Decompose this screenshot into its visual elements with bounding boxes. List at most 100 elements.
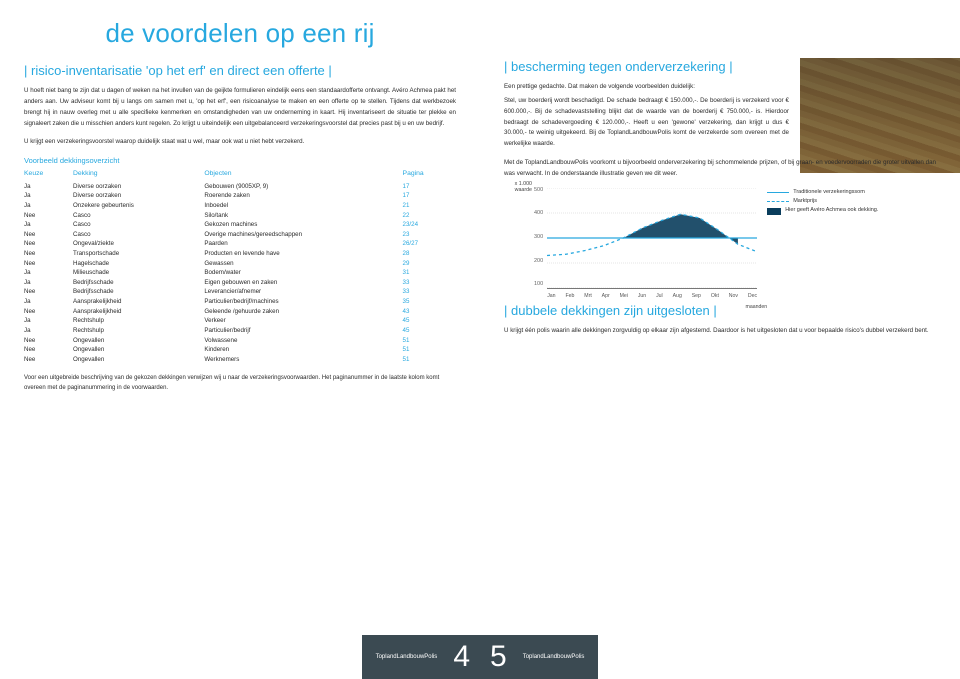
chart-x-label: maanden [746,304,768,310]
table-row: NeeHagelschadeGewassen29 [24,259,456,269]
x-tick: Mei [620,293,628,299]
table-cell: Rechtshulp [73,316,204,326]
right-para-4: U krijgt één polis waarin alle dekkingen… [504,326,936,337]
table-row: NeeOngevallenKinderen51 [24,345,456,355]
table-cell: 51 [403,336,456,346]
legend-item: Marktprijs [767,197,878,206]
table-cell: Volwassene [204,336,402,346]
table-cell: Roerende zaken [204,191,402,201]
table-cell: Particulier/bedrijf/machines [204,297,402,307]
legend-item: Hier geeft Avéro Achmea ook dekking. [767,206,878,215]
chart-y-axis: 500400300200100 [534,188,543,288]
table-cell: Leverancier/afnemer [204,287,402,297]
table-row: NeeBedrijfsschadeLeverancier/afnemer33 [24,287,456,297]
page-label-left: ToplandLandbouwPolis [376,654,444,660]
left-section-title-text: risico-inventarisatie 'op het erf' en di… [31,63,325,78]
table-cell: Gewassen [204,259,402,269]
table-row: NeeOngevallenWerknemers51 [24,355,456,365]
table-cell: Inboedel [204,201,402,211]
y-tick: 500 [534,188,543,194]
legend-swatch [767,192,789,193]
table-cell: 33 [403,287,456,297]
table-cell: Verkeer [204,316,402,326]
table-cell: Producten en levende have [204,249,402,259]
y-tick: 100 [534,282,543,288]
chart-plot: JanFebMrtAprMeiJunJulAugSepOktNovDec maa… [547,188,757,289]
table-cell: Ja [24,182,73,192]
table-row: JaAansprakelijkheidParticulier/bedrijf/m… [24,297,456,307]
table-cell: Overige machines/gereedschappen [204,230,402,240]
table-cell: 22 [403,211,456,221]
table-cell: 33 [403,278,456,288]
y-tick: 200 [534,259,543,265]
col-dekking: Dekking [73,169,204,182]
table-cell: Kinderen [204,345,402,355]
page-number-left: ToplandLandbouwPolis 4 [362,635,480,679]
chart-svg [547,188,757,288]
left-section-title: | risico-inventarisatie 'op het erf' en … [24,63,456,78]
table-row: JaMilieuschadeBodem/water31 [24,268,456,278]
table-cell: Silo/tank [204,211,402,221]
table-row: JaDiverse oorzakenGebouwen (9005XP, 9)17 [24,182,456,192]
x-tick: Feb [565,293,574,299]
page-right: | bescherming tegen onderverzekering | E… [480,0,960,679]
table-cell: Eigen gebouwen en zaken [204,278,402,288]
table-cell: Casco [73,220,204,230]
table-cell: Transportschade [73,249,204,259]
table-cell: 17 [403,182,456,192]
table-cell: Ongevallen [73,355,204,365]
y-tick: 300 [534,235,543,241]
legend-label: Marktprijs [793,197,817,206]
x-tick: Okt [711,293,719,299]
table-row: JaRechtshulpParticulier/bedrijf45 [24,326,456,336]
table-cell: Werknemers [204,355,402,365]
legend-swatch [767,208,781,215]
table-cell: Aansprakelijkheid [73,307,204,317]
coverage-table: Keuze Dekking Objecten Pagina JaDiverse … [24,169,456,364]
col-pagina: Pagina [403,169,456,182]
table-cell: Onzekere gebeurtenis [73,201,204,211]
chart-y-label: x 1.000 waarde [506,182,532,194]
page-label-right: ToplandLandbouwPolis [517,654,585,660]
table-row: NeeCascoOverige machines/gereedschappen2… [24,230,456,240]
left-para-1: U hoeft niet bang te zijn dat u dagen of… [24,86,456,129]
right-section1-title: | bescherming tegen onderverzekering | [504,59,936,74]
table-cell: Paarden [204,239,402,249]
right-section2-title: | dubbele dekkingen zijn uitgesloten | [504,303,936,318]
table-cell: 43 [403,307,456,317]
table-cell: 23 [403,230,456,240]
table-row: JaCascoGekozen machines23/24 [24,220,456,230]
main-title: de voordelen op een rij [24,18,456,49]
table-cell: 31 [403,268,456,278]
table-cell: Rechtshulp [73,326,204,336]
table-row: NeeCascoSilo/tank22 [24,211,456,221]
table-cell: Nee [24,230,73,240]
table-cell: Ja [24,316,73,326]
table-header: Voorbeeld dekkingsoverzicht [24,156,456,165]
table-cell: Ja [24,220,73,230]
table-cell: 26/27 [403,239,456,249]
x-tick: Aug [673,293,682,299]
table-cell: Nee [24,211,73,221]
right-section1-title-text: bescherming tegen onderverzekering [511,59,726,74]
table-cell: Ongevallen [73,345,204,355]
page-num-left: 4 [443,640,480,674]
table-row: NeeAansprakelijkheidGeleende /gehuurde z… [24,307,456,317]
left-para-2: U krijgt een verzekeringsvoorstel waarop… [24,137,456,148]
table-cell: Ja [24,278,73,288]
table-footnote: Voor een uitgebreide beschrijving van de… [24,374,456,393]
table-cell: Nee [24,355,73,365]
table-cell: 29 [403,259,456,269]
legend-label: Hier geeft Avéro Achmea ook dekking. [785,206,878,215]
table-cell: Gebouwen (9005XP, 9) [204,182,402,192]
chart-x-axis: JanFebMrtAprMeiJunJulAugSepOktNovDec [547,293,757,299]
table-cell: Gekozen machines [204,220,402,230]
x-tick: Sep [692,293,701,299]
table-cell: Nee [24,345,73,355]
right-para-2: Stel, uw boerderij wordt beschadigd. De … [504,96,789,150]
table-cell: Bedrijfsschade [73,287,204,297]
table-cell: Bedrijfsschade [73,278,204,288]
col-keuze: Keuze [24,169,73,182]
chart-legend: Traditionele verzekeringssomMarktprijsHi… [767,188,878,289]
right-para-1: Een prettige gedachte. Dat maken de volg… [504,82,789,93]
